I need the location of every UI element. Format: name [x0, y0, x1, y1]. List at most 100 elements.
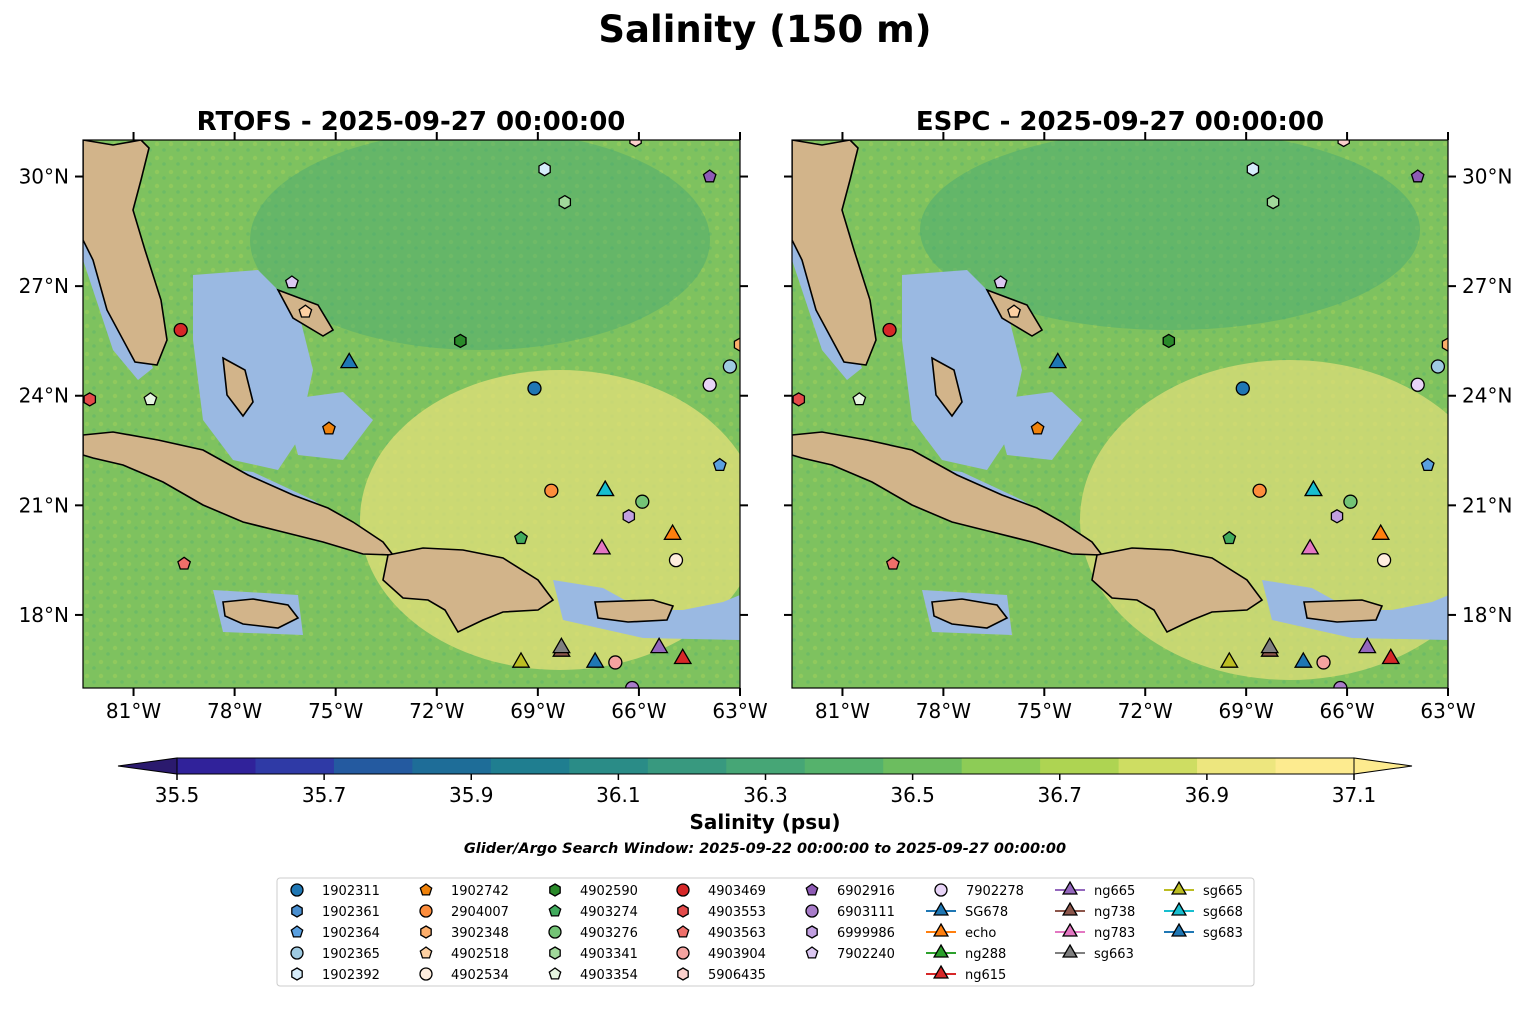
espc-marker-4903553 [792, 392, 806, 407]
rtofs-deep-water [250, 140, 710, 350]
colorbar-tick-label: 36.5 [890, 783, 935, 807]
rtofs-lon-label: 66°W [611, 699, 666, 723]
rtofs-marker-sg683 [585, 651, 605, 668]
espc-marker-6902916 [1410, 169, 1425, 183]
rtofs-lon-label: 72°W [409, 699, 464, 723]
espc-marker-1902365 [1430, 359, 1446, 374]
legend-marker-ng615 [932, 964, 950, 979]
espc-lon-label: 81°W [815, 699, 870, 723]
rtofs-marker-4903904 [608, 655, 623, 670]
espc-axes: 81°W 78°W 75°W 72°W 69°W 66°W 63°W 18°N 21°N 24°N… [784, 132, 1512, 723]
espc-marker-4903354 [852, 392, 867, 406]
legend-label: 1902742 [451, 884, 509, 899]
espc-marker-sg665 [1219, 651, 1239, 668]
colorbar-bin [177, 758, 256, 774]
legend-marker-4903341 [549, 946, 561, 960]
espc-frame [791, 139, 1449, 689]
legend-marker-7902278 [934, 883, 948, 897]
espc-marker-ng615 [1381, 648, 1401, 665]
legend-label: 2904007 [451, 905, 509, 920]
legend-marker-5906435 [677, 967, 689, 981]
legend-marker-4903469 [676, 883, 690, 897]
espc-lat-label: 21°N [1462, 493, 1512, 517]
legend-label: 4903563 [708, 926, 766, 941]
legend-marker-ng665 [1061, 880, 1079, 895]
colorbar-tick-label: 35.7 [302, 783, 347, 807]
rtofs-marker-4903354 [143, 392, 158, 406]
espc-deep-water [920, 140, 1420, 330]
espc-lon-label: 63°W [1420, 699, 1475, 723]
rtofs-marker-1902311 [527, 381, 542, 396]
legend-marker-ng738 [1061, 901, 1079, 916]
legend-marker-6903111 [805, 904, 819, 918]
espc-lat-label: 24°N [1462, 384, 1512, 408]
espc-lon-label: 69°W [1219, 699, 1274, 723]
legend-label: sg683 [1203, 926, 1243, 941]
colorbar-tick-label: 36.7 [1037, 783, 1082, 807]
colorbar-bin [804, 758, 884, 774]
espc-lon-label: 72°W [1118, 699, 1173, 723]
colorbar-bin [569, 758, 649, 774]
rtofs-marker-4902534 [668, 552, 684, 568]
legend-label: 4903354 [580, 968, 638, 983]
rtofs-marker-1902364 [712, 457, 727, 472]
espc-lat-label: 27°N [1462, 274, 1512, 298]
legend-label: ng288 [965, 947, 1006, 962]
legend-marker-6999986 [806, 925, 818, 939]
legend-marker-sg683 [1170, 922, 1188, 937]
colorbar-bin [647, 758, 727, 774]
espc-marker-1902364 [1420, 457, 1435, 472]
rtofs-marker-5906435 [629, 140, 642, 148]
rtofs-marker-sg668 [595, 479, 615, 497]
colorbar-tick-label: 36.3 [743, 783, 788, 807]
espc-marker-sg663 [1260, 636, 1280, 654]
rtofs-marker-4903276 [635, 494, 650, 509]
legend-marker-6902916 [805, 883, 819, 896]
legend-label: 6902916 [837, 884, 895, 899]
figure-title: Salinity (150 m) [598, 8, 931, 51]
rtofs-lat-label: 30°N [19, 165, 69, 189]
colorbar-bin [1197, 758, 1277, 774]
rtofs-marker-7902278 [702, 377, 717, 392]
espc-marker-4903469 [882, 322, 897, 338]
colorbar-tick-label: 35.9 [449, 783, 494, 807]
rtofs-marker-3902348 [733, 337, 740, 352]
rtofs-marker-1902365 [722, 359, 738, 374]
espc-marker-echo [1371, 523, 1391, 540]
legend-label: sg665 [1203, 884, 1243, 899]
legend-marker-3902348 [420, 925, 432, 939]
colorbar-bin [961, 758, 1041, 774]
rtofs-lon-label: 63°W [712, 699, 767, 723]
rtofs-lat-label: 27°N [19, 274, 69, 298]
espc-marker-3902348 [1441, 337, 1448, 352]
rtofs-lat-label: 18°N [19, 603, 69, 627]
rtofs-axes: 81°W 78°W 75°W 72°W 69°W 66°W 63°W 18°N 21°N 24°N… [19, 132, 768, 723]
espc-observations [792, 140, 1448, 688]
legend-label: 3902348 [451, 926, 509, 941]
panel-espc-title: ESPC - 2025-09-27 00:00:00 [916, 107, 1324, 137]
espc-marker-sg668 [1304, 479, 1323, 497]
legend-label: sg663 [1094, 947, 1134, 962]
rtofs-lon-label: 81°W [106, 699, 161, 723]
legend-label: 7902240 [837, 947, 895, 962]
legend-marker-echo [932, 922, 950, 937]
rtofs-lon-label: 78°W [207, 699, 262, 723]
panel-rtofs-title: RTOFS - 2025-09-27 00:00:00 [197, 107, 626, 137]
espc-lon-label: 78°W [916, 699, 971, 723]
legend-label: 7902278 [966, 884, 1024, 899]
legend-label: ng783 [1094, 926, 1135, 941]
espc-marker-5906435 [1337, 140, 1350, 148]
panel-espc: ESPC - 2025-09-27 00:00:00 81°W 78°W 75°W 7… [784, 107, 1512, 723]
legend-marker-1902361 [291, 904, 303, 918]
rtofs-marker-4903341 [558, 194, 572, 210]
legend-marker-4902518 [419, 946, 433, 959]
rtofs-marker-4903274 [514, 530, 528, 545]
rtofs-marker-7902240 [284, 275, 299, 289]
legend-label: SG678 [965, 905, 1008, 920]
rtofs-observations [83, 140, 740, 688]
legend-label: ng738 [1094, 905, 1135, 920]
legend-marker-1902742 [419, 883, 433, 896]
rtofs-marker-4903469 [173, 322, 188, 338]
legend-marker-4902590 [549, 883, 561, 897]
legend-label: 4903469 [708, 884, 766, 899]
